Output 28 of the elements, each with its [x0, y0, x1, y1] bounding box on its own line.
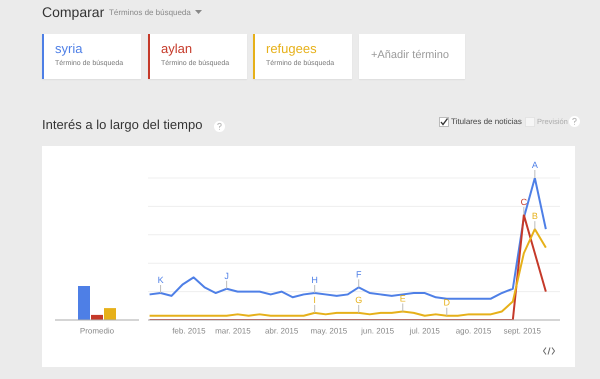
annotation: A	[532, 160, 538, 170]
x-tick-label: abr. 2015	[264, 326, 299, 336]
chart-title: Interés a lo largo del tiempo	[42, 117, 202, 132]
x-tick-label: feb. 2015	[172, 326, 206, 336]
annotation: B	[532, 211, 538, 222]
annotation: G	[355, 294, 362, 305]
text: +Añadir término	[371, 49, 449, 61]
text: aylan	[161, 41, 192, 56]
text: Comparar	[42, 4, 104, 20]
x-tick-label: mar. 2015	[215, 326, 252, 336]
x-tick-label: jul. 2015	[408, 326, 440, 336]
annotation: I	[313, 294, 316, 305]
annotation: C	[520, 196, 528, 207]
x-tick-label: ago. 2015	[456, 326, 492, 336]
annotation: E	[400, 293, 406, 304]
text: refugees	[266, 41, 317, 56]
x-tick-label: sept. 2015	[504, 326, 542, 336]
annotation: F	[356, 269, 362, 280]
annotation: D	[444, 298, 451, 308]
annotation: H	[311, 275, 318, 286]
x-tick-label: Promedio	[80, 326, 115, 336]
text: Titulares de noticias	[451, 117, 522, 126]
x-tick-label: may. 2015	[310, 326, 348, 336]
annotation: K	[158, 275, 164, 286]
x-tick-label: jun. 2015	[360, 326, 395, 336]
annotation: J	[224, 270, 229, 281]
text: Términos de búsqueda	[109, 8, 192, 17]
text: syria	[55, 41, 82, 56]
